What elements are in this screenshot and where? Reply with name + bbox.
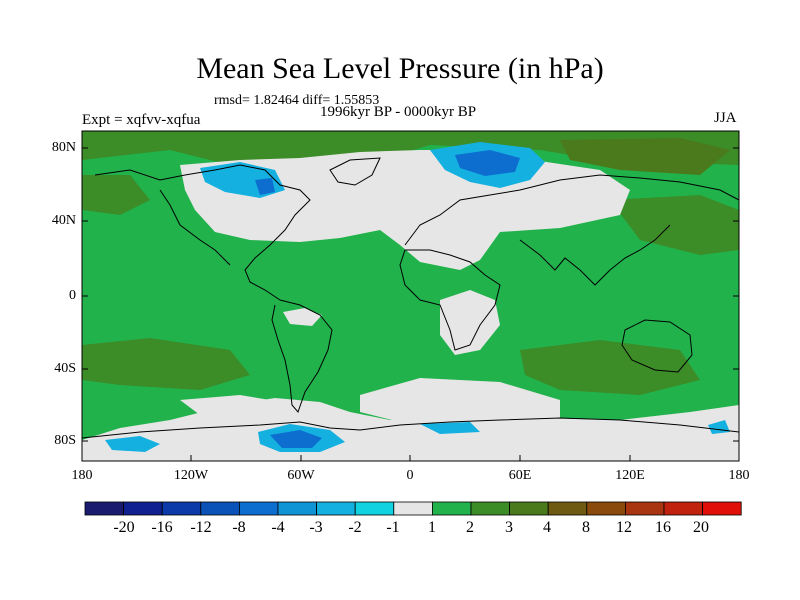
field-olive-south-pacific xyxy=(82,338,250,390)
colorbar-label: -4 xyxy=(271,519,285,536)
colorbar-label: -1 xyxy=(386,519,400,536)
colorbar-label: 2 xyxy=(466,519,474,536)
colorbar-label: -3 xyxy=(309,519,323,536)
colorbar-label: 4 xyxy=(543,519,551,536)
lon-label-120w: 120W xyxy=(173,468,209,483)
coastline-australia xyxy=(621,319,693,373)
colorbar-box xyxy=(470,501,510,516)
lat-label-80s: 80S xyxy=(54,433,76,448)
colorbar-label: 12 xyxy=(616,519,632,536)
field-blue-barents xyxy=(455,150,520,176)
lon-label-180-right: 180 xyxy=(728,468,750,483)
colorbar-label: 16 xyxy=(655,519,671,536)
field-grey-southern-ocean xyxy=(180,395,270,415)
colorbar-box xyxy=(123,501,163,516)
colorbar-box xyxy=(84,501,124,516)
colorbar-label: 8 xyxy=(582,519,590,536)
experiment-label: Expt = xqfvv-xqfua xyxy=(82,112,201,128)
coastline-africa xyxy=(399,249,501,351)
colorbar-label: 3 xyxy=(505,519,513,536)
colorbar-box xyxy=(393,501,433,516)
pressure-field xyxy=(82,131,739,461)
field-grey-east-pacific xyxy=(283,308,322,326)
lon-label-60w: 60W xyxy=(287,468,315,483)
colorbar-box xyxy=(625,501,665,516)
lat-label-80n: 80N xyxy=(51,140,76,155)
coastline-antarctica xyxy=(82,417,739,439)
map-title: Mean Sea Level Pressure (in hPa) xyxy=(196,52,604,85)
field-blue-hudson xyxy=(255,178,275,195)
colorbar-box xyxy=(316,501,356,516)
colorbar-box xyxy=(431,501,472,516)
lon-label-60e: 60E xyxy=(508,468,532,483)
axis-ticks xyxy=(82,147,739,461)
coastline-north-america xyxy=(94,164,311,301)
colorbar-label: 20 xyxy=(693,519,709,536)
lat-label-40n: 40N xyxy=(51,213,76,228)
lon-label-120e: 120E xyxy=(615,468,645,483)
field-olive-alaska xyxy=(82,175,150,215)
colorbar-box xyxy=(161,501,202,516)
field-olive-asia xyxy=(610,195,739,255)
coastlines xyxy=(82,157,739,439)
coastline-eurasia xyxy=(404,174,739,246)
colorbar-label: -8 xyxy=(232,519,246,536)
coastline-north-america-west xyxy=(159,189,231,266)
colorbar-box xyxy=(238,501,279,516)
colorbar-box xyxy=(354,501,395,516)
coastline-south-asia xyxy=(519,224,671,286)
lat-label-0: 0 xyxy=(69,288,76,303)
colorbar-box xyxy=(663,501,703,516)
lon-label-180-left: 180 xyxy=(71,468,93,483)
field-blue-amundsen xyxy=(270,430,322,448)
colorbar-label: -2 xyxy=(348,519,362,536)
lon-label-0: 0 xyxy=(406,468,414,483)
colorbar-box xyxy=(277,501,317,516)
season-label: JJA xyxy=(714,110,737,126)
field-grey-antarctic xyxy=(82,398,739,461)
colorbar-box xyxy=(509,501,549,516)
colorbar-label: -16 xyxy=(151,519,173,536)
colorbar-box xyxy=(547,501,588,516)
stats-label: rmsd= 1.82464 diff= 1.55853 xyxy=(214,93,380,108)
field-olive-indian xyxy=(520,340,700,395)
field-grey-south-atlantic xyxy=(360,378,560,422)
field-olive-siberia xyxy=(560,138,730,175)
coastline-south-america xyxy=(271,299,333,413)
field-cyan-weddell xyxy=(420,422,480,434)
colorbar-box xyxy=(586,501,626,516)
coastline-greenland xyxy=(329,157,381,186)
period-label: 1996kyr BP - 0000kyr BP xyxy=(320,104,477,120)
field-cyan-ross xyxy=(105,436,160,452)
colorbar-box xyxy=(200,501,240,516)
field-grey-south-africa xyxy=(440,290,500,355)
colorbar xyxy=(84,501,742,516)
lat-label-40s: 40S xyxy=(54,361,76,376)
colorbar-label: 1 xyxy=(428,519,436,536)
colorbar-label: -20 xyxy=(113,519,135,536)
colorbar-label: -12 xyxy=(190,519,212,536)
colorbar-box xyxy=(702,501,742,516)
